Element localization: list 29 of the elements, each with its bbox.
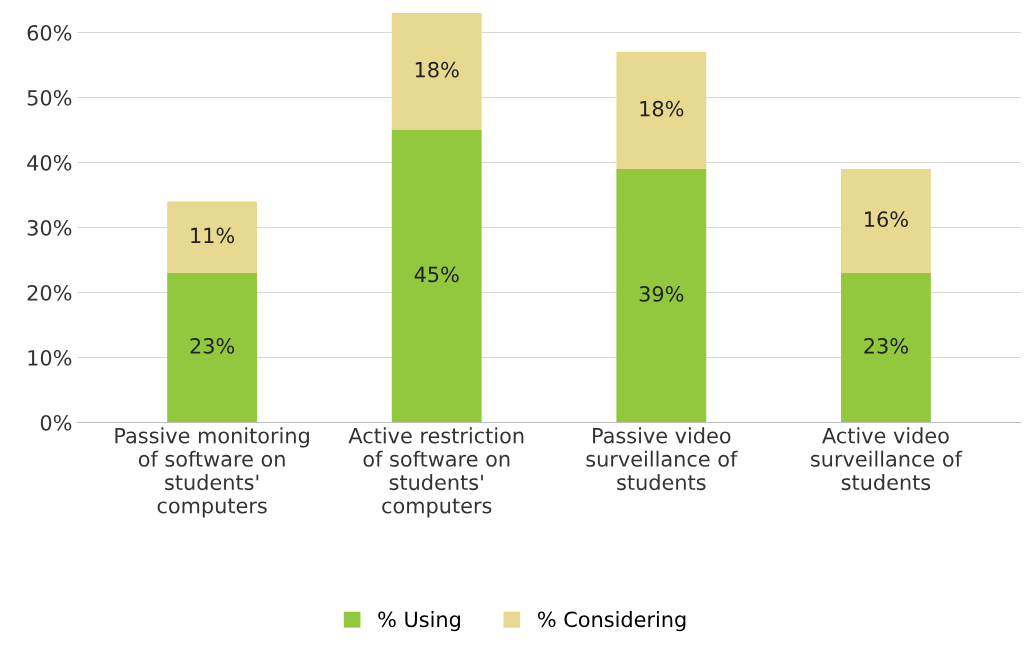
bar [167,273,258,423]
bar [841,273,931,423]
x-tick-label: Active restriction of software on students' computers [348,427,524,518]
data-label: 18% [640,100,684,117]
legend-label: % Considering [537,611,686,632]
y-tick-label: 60% [27,24,72,41]
legend-label: % Using [378,611,460,632]
y-tick-label: 0% [40,414,72,431]
y-tick-label: 20% [27,284,72,301]
bar [391,130,482,423]
y-tick-label: 10% [28,349,72,366]
bar [616,52,707,169]
data-label: 45% [414,266,459,283]
data-label: 11% [191,227,235,244]
x-tick-label: Passive video surveillance of students [586,427,738,491]
data-label: 23% [864,338,908,354]
x-tick-label: Passive monitoring of software on students' computers [115,427,309,518]
bar [616,169,707,423]
bar [167,201,258,273]
bar [391,13,482,130]
data-label: 18% [415,61,459,78]
y-tick-label: 40% [27,154,72,171]
data-label: 23% [190,338,235,354]
bar [841,169,931,273]
data-label: 16% [865,211,908,228]
x-tick-label: Active video surveillance of students [811,427,963,491]
y-tick-label: 50% [27,89,72,106]
y-tick-label: 30% [27,219,72,236]
data-label: 39% [639,286,684,302]
